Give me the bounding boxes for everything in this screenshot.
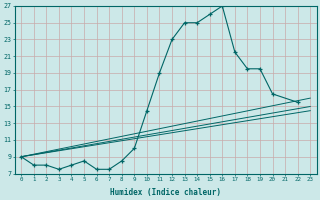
X-axis label: Humidex (Indice chaleur): Humidex (Indice chaleur): [110, 188, 221, 197]
